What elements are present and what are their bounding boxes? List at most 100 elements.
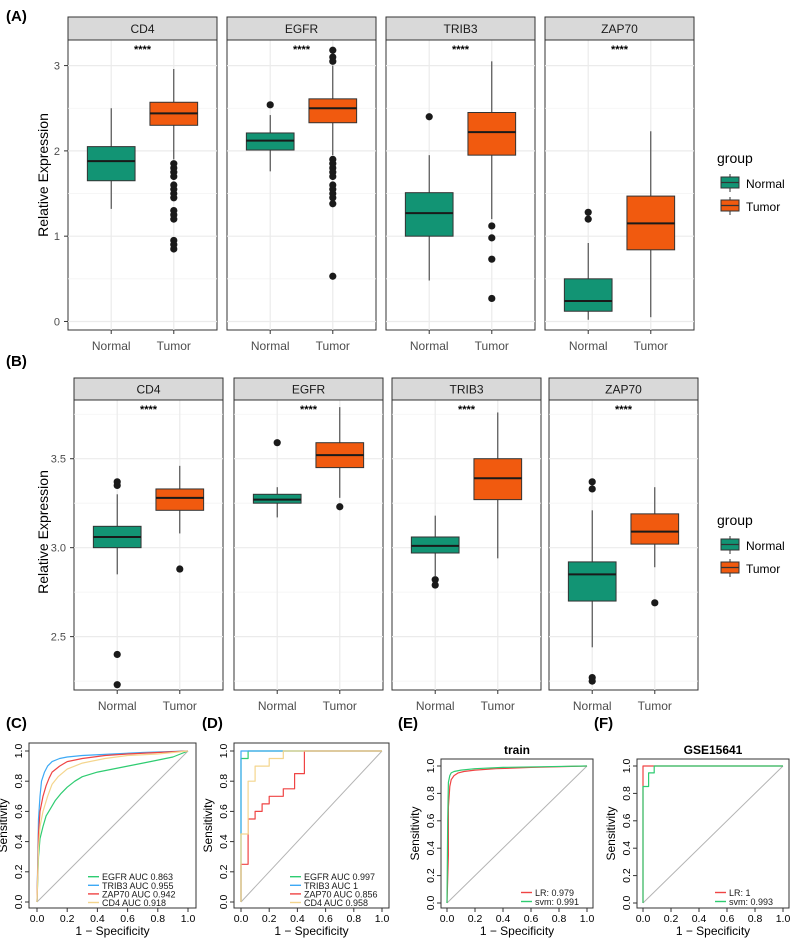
box-body <box>308 98 358 124</box>
legend-key-normal <box>720 536 740 554</box>
plot-frame <box>233 742 390 909</box>
outlier-point <box>584 208 592 216</box>
y-tick-label: 0.0 <box>13 895 25 910</box>
facet-strip <box>548 377 699 401</box>
plot-frame <box>28 742 197 909</box>
x-tick-label: Tumor <box>481 699 515 713</box>
legend-entry: LR: 1 <box>729 888 751 898</box>
roc-curve-trib3 <box>36 750 189 903</box>
boxplot-panel-a: 0 1 2 3 CD4 **** Normal Tumor EGFR **** Normal Tumo… <box>54 16 695 353</box>
box-tumor <box>630 487 680 607</box>
boxplot-panel-b: 2.5 3.0 3.5 CD4 **** Normal Tumor EGFR **** Norma… <box>51 377 699 713</box>
facet-frame <box>548 399 699 691</box>
box-normal <box>567 478 617 685</box>
outlier-point <box>176 565 184 573</box>
y-axis-title-b: Relative Expression <box>35 470 51 594</box>
facet-title: CD4 <box>136 383 160 397</box>
legend-entry: ZAP70 AUC 0.856 <box>304 889 378 899</box>
y-tick-label: 0 <box>54 316 60 328</box>
x-tick-label: 0.8 <box>150 913 165 925</box>
box-body <box>404 192 454 237</box>
facet-strip <box>73 377 224 401</box>
x-tick-label: Tumor <box>475 339 509 353</box>
box-body <box>630 513 680 545</box>
legend-title: group <box>717 512 753 528</box>
y-tick-label: 1.0 <box>425 759 437 774</box>
legend-entry: TRIB3 AUC 0.955 <box>102 881 174 891</box>
x-tick-label: 0.6 <box>120 913 135 925</box>
outlier-point <box>651 599 659 607</box>
facet-strip <box>233 377 384 401</box>
y-tick-label: 1.0 <box>218 744 230 759</box>
plot-frame <box>440 758 594 909</box>
outlier-point <box>488 255 496 263</box>
box-normal <box>86 108 136 209</box>
y-tick-label: 2 <box>54 146 60 158</box>
x-tick-label: 0.4 <box>496 913 511 925</box>
outlier-point <box>329 194 337 202</box>
y-tick-label: 0.0 <box>621 896 633 911</box>
box-normal <box>92 478 142 689</box>
x-tick-label: 0.0 <box>440 913 455 925</box>
outlier-point <box>329 200 337 208</box>
legend-entry: LR: 0.979 <box>535 888 574 898</box>
facet-cd4: CD4 **** Normal Tumor <box>73 377 224 713</box>
legend-entry: CD4 AUC 0.958 <box>304 898 368 908</box>
y-tick-label: 3.5 <box>51 454 66 466</box>
facet-title: EGFR <box>292 383 326 397</box>
facet-zap70: ZAP70 **** Normal Tumor <box>544 16 695 353</box>
facet-zap70: ZAP70 **** Normal Tumor <box>548 377 699 713</box>
y-tick-label: 1.0 <box>13 744 25 759</box>
y-axis-title: Sensitivity <box>408 806 422 860</box>
outlier-point <box>425 113 433 121</box>
diagonal-reference-line <box>36 750 189 903</box>
facet-title: ZAP70 <box>601 22 638 36</box>
roc-panel-e: 0.00.0 0.2 0.2 0.4 0.4 0.6 0.6 0.8 0.8 1.0 1.0 1 − … <box>408 743 594 938</box>
x-tick-label: Normal <box>569 339 608 353</box>
facet-strip <box>391 377 542 401</box>
roc-curve-svm <box>446 765 588 904</box>
significance-label: **** <box>293 44 311 56</box>
outlier-point <box>273 439 281 447</box>
outlier-point <box>113 681 121 689</box>
roc-panel-d: 0.0 0.0 0.2 0.2 0.4 0.4 0.6 0.6 0.8 0.8 1.0 1.0 1 − … <box>201 742 390 938</box>
box-body <box>567 561 617 602</box>
y-tick-label: 0.6 <box>218 804 230 819</box>
x-axis-title: 1 − Specificity <box>480 924 554 938</box>
facet-strip <box>544 16 695 41</box>
x-tick-label: 1.0 <box>580 913 595 925</box>
y-tick-label: 0.8 <box>425 786 437 801</box>
x-tick-label: 0.2 <box>60 913 75 925</box>
x-tick-label: 0.8 <box>748 913 763 925</box>
x-tick-label: 0.0 <box>30 913 45 925</box>
legend-entry: TRIB3 AUC 1 <box>304 881 358 891</box>
outlier-point <box>170 172 178 181</box>
y-axis-title: Sensitivity <box>201 798 215 852</box>
y-tick-label: 0.0 <box>218 895 230 910</box>
outlier-point <box>329 172 337 181</box>
outlier-point <box>588 478 596 486</box>
legend-key-tumor <box>720 197 740 215</box>
outlier-point <box>431 581 439 589</box>
roc-curve-zap70 <box>36 750 189 903</box>
x-tick-label: 0.4 <box>290 913 305 925</box>
roc-curve-cd4 <box>36 750 189 903</box>
y-tick-label: 0.2 <box>218 864 230 879</box>
legend-entry: EGFR AUC 0.997 <box>304 872 375 882</box>
panel-label-b: (B) <box>6 353 27 370</box>
y-tick-label: 0.2 <box>621 868 633 883</box>
box-tumor <box>149 69 199 253</box>
box-normal <box>404 113 454 281</box>
facet-trib3: TRIB3 **** Normal Tumor <box>385 16 536 353</box>
x-tick-label: 0.2 <box>468 913 483 925</box>
legend-label-tumor: Tumor <box>746 562 780 576</box>
y-tick-label: 0.4 <box>218 834 230 849</box>
y-axis-title: Sensitivity <box>0 798 10 852</box>
y-tick-label: 1.0 <box>621 759 633 774</box>
box-body <box>155 488 205 511</box>
x-tick-label: Tumor <box>634 339 668 353</box>
box-body <box>563 278 613 312</box>
outlier-point <box>113 650 121 659</box>
x-tick-label: Tumor <box>638 699 672 713</box>
